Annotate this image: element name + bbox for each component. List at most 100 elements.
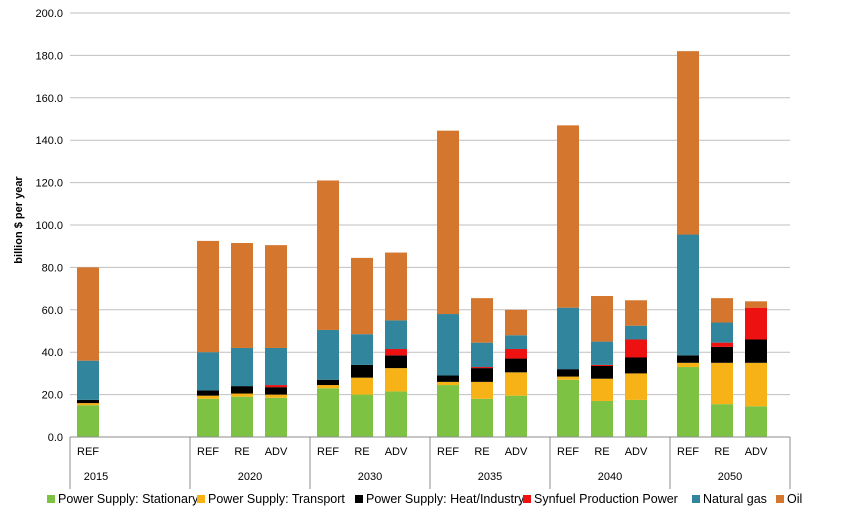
legend-swatch: [692, 495, 700, 503]
x-tick-scenario: ADV: [385, 446, 408, 458]
x-tick-year: 2015: [84, 471, 108, 483]
bar-segment-power-supply-transport: [557, 376, 579, 380]
bar-segment-power-supply-stationary: [77, 405, 99, 437]
bar-segment-power-supply-heat-industry: [745, 339, 767, 363]
legend-swatch: [776, 495, 784, 503]
x-tick-scenario: ADV: [625, 446, 648, 458]
bar-segment-power-supply-stationary: [677, 367, 699, 437]
bar-segment-oil: [557, 125, 579, 308]
bar-segment-oil: [231, 243, 253, 348]
y-tick-labels: 0.0 20.0 40.0 60.0 80.0 100.0 120.0 140.0 160.0 1…: [35, 8, 63, 444]
bar-segment-synfuel-production-power: [745, 307, 767, 340]
bar-segment-natural-gas: [351, 334, 373, 365]
bar-segment-power-supply-stationary: [711, 404, 733, 437]
bar-segment-synfuel-production-power: [625, 339, 647, 358]
x-tick-year: 2030: [358, 471, 382, 483]
x-tick-scenario: RE: [594, 446, 609, 458]
bar-segment-synfuel-production-power: [265, 385, 287, 388]
bar-segment-natural-gas: [231, 347, 253, 387]
bar-segment-power-supply-transport: [77, 403, 99, 406]
bar-segment-oil: [77, 267, 99, 361]
gridlines: [70, 12, 790, 396]
bar-segment-power-supply-heat-industry: [505, 358, 527, 373]
bar-segment-oil: [471, 298, 493, 343]
bar-segment-power-supply-heat-industry: [317, 379, 339, 386]
bar-segment-power-supply-stationary: [351, 394, 373, 437]
legend-label: Power Supply: Heat/Industry: [366, 492, 525, 506]
bar-segment-power-supply-stationary: [317, 388, 339, 437]
bar-segment-power-supply-transport: [265, 394, 287, 398]
bar-segment-power-supply-transport: [317, 385, 339, 389]
bar-segment-oil: [625, 300, 647, 326]
y-tick-label: 0.0: [48, 432, 63, 444]
x-tick-scenario: RE: [234, 446, 249, 458]
bar-segment-power-supply-heat-industry: [265, 387, 287, 395]
bar-segment-power-supply-heat-industry: [351, 364, 373, 378]
bar-segment-power-supply-transport: [471, 381, 493, 399]
legend-swatch: [47, 495, 55, 503]
bar-segment-synfuel-production-power: [471, 367, 493, 369]
bar-segment-power-supply-heat-industry: [437, 375, 459, 382]
x-tick-year: 2020: [238, 471, 262, 483]
bar-segment-oil: [317, 180, 339, 330]
bar-segment-natural-gas: [471, 342, 493, 368]
bar-segment-natural-gas: [557, 307, 579, 370]
bar-segment-synfuel-production-power: [505, 349, 527, 359]
legend: Power Supply: Stationary Power Supply: Tr…: [47, 492, 802, 506]
bar-segment-natural-gas: [711, 322, 733, 343]
bar-segment-natural-gas: [385, 320, 407, 350]
bar-segment-power-supply-transport: [505, 372, 527, 396]
bar-segment-oil: [351, 257, 373, 335]
x-tick-scenario: ADV: [505, 446, 528, 458]
bar-segment-power-supply-transport: [625, 373, 647, 400]
x-tick-year: 2040: [598, 471, 622, 483]
bar-segment-power-supply-heat-industry: [711, 346, 733, 363]
axes: [69, 436, 791, 489]
bar-segment-natural-gas: [77, 360, 99, 400]
bar-segment-power-supply-transport: [711, 362, 733, 405]
y-tick-label: 60.0: [42, 305, 63, 317]
legend-label: Synfuel Production Power: [534, 492, 678, 506]
bar-segment-oil: [677, 51, 699, 235]
y-tick-label: 100.0: [35, 220, 63, 232]
bar-segment-natural-gas: [625, 325, 647, 340]
bar-segment-power-supply-heat-industry: [471, 368, 493, 382]
legend-label: Power Supply: Stationary: [58, 492, 199, 506]
bar-segment-power-supply-heat-industry: [231, 386, 253, 394]
bar-segment-oil: [505, 309, 527, 336]
bar-segment-natural-gas: [317, 329, 339, 380]
bar-segment-oil: [437, 130, 459, 315]
bar-segment-synfuel-production-power: [591, 364, 613, 366]
bar-segment-oil: [745, 301, 767, 308]
bar-segment-power-supply-heat-industry: [591, 365, 613, 379]
x-tick-year: 2035: [478, 471, 502, 483]
bar-segment-power-supply-stationary: [745, 406, 767, 437]
bar-segment-power-supply-heat-industry: [677, 355, 699, 363]
legend-swatch: [197, 495, 205, 503]
bar-segment-oil: [197, 240, 219, 353]
bar-segment-oil: [385, 252, 407, 321]
bar-segment-power-supply-transport: [677, 362, 699, 368]
bar-segment-power-supply-stationary: [231, 396, 253, 437]
bar-segment-oil: [591, 296, 613, 342]
bar-segment-power-supply-heat-industry: [557, 369, 579, 377]
bar-segment-power-supply-stationary: [591, 400, 613, 437]
bar-segment-oil: [265, 245, 287, 348]
x-tick-scenario: REF: [677, 446, 699, 458]
y-tick-label: 160.0: [35, 93, 63, 105]
legend-label: Natural gas: [703, 492, 767, 506]
x-tick-scenario: REF: [317, 446, 339, 458]
bar-segment-oil: [711, 298, 733, 323]
bar-segment-power-supply-transport: [437, 381, 459, 386]
y-tick-label: 120.0: [35, 178, 63, 190]
bar-segment-power-supply-transport: [591, 378, 613, 401]
y-tick-label: 180.0: [35, 50, 63, 62]
legend-swatch: [523, 495, 531, 503]
bar-segment-synfuel-production-power: [711, 342, 733, 347]
x-tick-scenario: REF: [77, 446, 99, 458]
bar-segment-power-supply-stationary: [557, 379, 579, 437]
bar-segment-power-supply-stationary: [197, 398, 219, 437]
bar-segment-power-supply-heat-industry: [197, 390, 219, 396]
bar-segment-power-supply-stationary: [385, 391, 407, 437]
